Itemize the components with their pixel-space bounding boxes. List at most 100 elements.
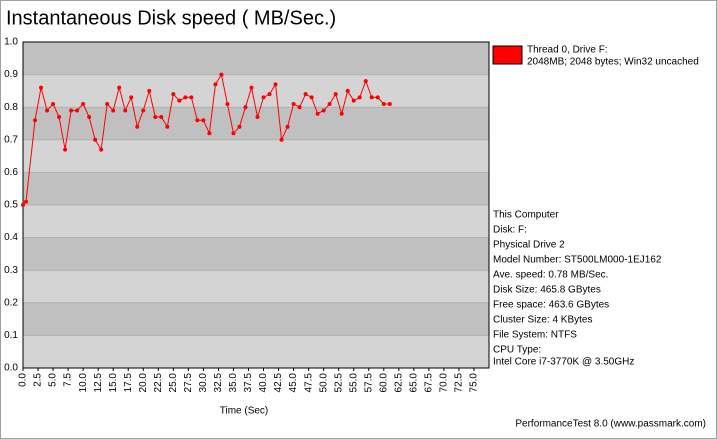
band bbox=[23, 42, 489, 75]
data-point bbox=[33, 118, 38, 123]
x-tick-label: 2.5 bbox=[33, 373, 44, 387]
x-tick-label: 62.5 bbox=[393, 373, 404, 393]
data-point bbox=[357, 95, 362, 100]
data-point bbox=[249, 85, 254, 90]
data-point bbox=[153, 114, 158, 119]
data-point bbox=[243, 105, 248, 110]
x-tick-label: 75.0 bbox=[469, 373, 480, 393]
info-line: File System: NTFS bbox=[493, 330, 577, 341]
data-point bbox=[279, 137, 284, 142]
x-tick-label: 65.0 bbox=[408, 373, 419, 393]
data-point bbox=[351, 98, 356, 103]
data-point bbox=[339, 111, 344, 116]
y-tick-label: 0.2 bbox=[4, 297, 18, 308]
info-line: Disk Size: 465.8 GBytes bbox=[493, 285, 601, 296]
data-point bbox=[333, 92, 338, 97]
data-point bbox=[21, 203, 25, 207]
data-point bbox=[315, 111, 320, 116]
info-line: Disk: F: bbox=[493, 225, 527, 236]
data-point bbox=[183, 95, 188, 100]
data-point bbox=[99, 147, 104, 152]
data-point bbox=[297, 105, 302, 110]
data-point bbox=[309, 95, 314, 100]
x-tick-label: 12.5 bbox=[93, 373, 104, 393]
data-point bbox=[285, 124, 290, 129]
x-tick-label: 32.5 bbox=[213, 373, 224, 393]
data-point bbox=[387, 101, 392, 106]
data-point bbox=[201, 118, 206, 123]
data-point bbox=[135, 124, 140, 129]
band bbox=[23, 107, 489, 140]
x-tick-label: 22.5 bbox=[153, 373, 164, 393]
data-point bbox=[255, 114, 260, 119]
y-tick-label: 1.0 bbox=[4, 37, 18, 48]
data-point bbox=[231, 131, 236, 136]
x-tick-label: 7.5 bbox=[63, 373, 74, 387]
info-line: CPU Type: bbox=[493, 345, 541, 356]
data-point bbox=[159, 114, 164, 119]
info-line: Ave. speed: 0.78 MB/Sec. bbox=[493, 270, 608, 281]
info-line: Cluster Size: 4 KBytes bbox=[493, 315, 592, 326]
info-line: This Computer bbox=[493, 210, 559, 221]
data-point bbox=[213, 82, 218, 87]
x-tick-label: 17.5 bbox=[123, 373, 134, 393]
info-line: Physical Drive 2 bbox=[493, 240, 565, 251]
footer: PerformanceTest 8.0 (www.passmark.com) bbox=[515, 419, 706, 430]
band bbox=[23, 172, 489, 205]
data-point bbox=[273, 82, 278, 87]
x-tick-label: 20.0 bbox=[138, 373, 149, 393]
info-line: Free space: 463.6 GBytes bbox=[493, 300, 609, 311]
x-tick-label: 15.0 bbox=[108, 373, 119, 393]
band bbox=[23, 237, 489, 271]
x-tick-label: 45.0 bbox=[288, 373, 299, 393]
data-point bbox=[111, 108, 116, 113]
legend-label: Thread 0, Drive F: bbox=[527, 45, 608, 56]
data-point bbox=[345, 88, 350, 93]
x-tick-label: 5.0 bbox=[48, 373, 59, 387]
x-tick-label: 70.0 bbox=[439, 373, 450, 393]
y-tick-label: 0.9 bbox=[4, 69, 18, 80]
chart-title: Instantaneous Disk speed ( MB/Sec.) bbox=[6, 7, 336, 29]
data-point bbox=[219, 72, 224, 77]
x-tick-label: 47.5 bbox=[303, 373, 314, 393]
info-line: Intel Core i7-3770K @ 3.50GHz bbox=[493, 357, 634, 368]
data-point bbox=[75, 108, 80, 113]
x-tick-label: 52.5 bbox=[333, 373, 344, 393]
data-point bbox=[105, 101, 110, 106]
data-point bbox=[69, 108, 74, 113]
y-tick-label: 0.8 bbox=[4, 102, 18, 113]
data-point bbox=[81, 101, 86, 106]
x-tick-label: 67.5 bbox=[424, 373, 435, 393]
data-point bbox=[24, 199, 29, 204]
data-point bbox=[39, 85, 44, 90]
info-line: Model Number: ST500LM000-1EJ162 bbox=[493, 255, 662, 266]
x-tick-label: 50.0 bbox=[318, 373, 329, 393]
y-tick-label: 0.4 bbox=[4, 232, 18, 243]
x-tick-label: 0.0 bbox=[18, 373, 29, 387]
data-point bbox=[189, 95, 194, 100]
data-point bbox=[261, 95, 266, 100]
x-tick-label: 57.5 bbox=[363, 373, 374, 393]
data-point bbox=[141, 108, 146, 113]
data-point bbox=[123, 108, 128, 113]
y-tick-label: 0.3 bbox=[4, 265, 18, 276]
x-axis-label: Time (Sec) bbox=[220, 406, 269, 417]
data-point bbox=[87, 114, 92, 119]
y-tick-label: 0.6 bbox=[4, 167, 18, 178]
x-tick-label: 10.0 bbox=[78, 373, 89, 393]
data-point bbox=[117, 85, 122, 90]
x-tick-label: 72.5 bbox=[454, 373, 465, 393]
data-point bbox=[171, 92, 176, 97]
data-point bbox=[57, 114, 62, 119]
x-tick-label: 30.0 bbox=[198, 373, 209, 393]
data-point bbox=[291, 101, 296, 106]
data-point bbox=[207, 131, 212, 136]
legend-description: 2048MB; 2048 bytes; Win32 uncached bbox=[527, 57, 699, 68]
data-point bbox=[195, 118, 200, 123]
data-point bbox=[165, 124, 170, 129]
data-point bbox=[381, 101, 386, 106]
data-point bbox=[129, 95, 134, 100]
data-point bbox=[177, 98, 182, 103]
